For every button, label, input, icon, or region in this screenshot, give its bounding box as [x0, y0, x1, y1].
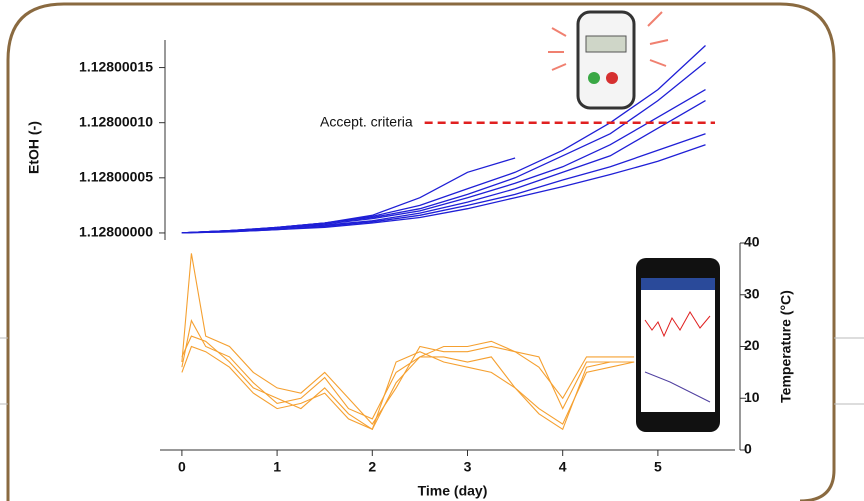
x-tick-label: 1 — [273, 459, 281, 475]
y-tick-label: 1.12800015 — [79, 58, 153, 74]
y-tick-label: 0 — [744, 441, 752, 457]
y-tick-label: 40 — [744, 234, 760, 250]
x-axis-title: Time (day) — [418, 483, 488, 499]
y-tick-label: 10 — [744, 389, 760, 405]
y-tick-label: 1.12800005 — [79, 169, 153, 185]
y-tick-label: 1.12800000 — [79, 224, 153, 240]
phone-icon — [636, 258, 720, 432]
y-tick-label: 20 — [744, 337, 760, 353]
background — [0, 0, 864, 501]
y-axis-title: EtOH (-) — [26, 121, 42, 174]
chart: 1.12800000 1.12800005 1.12800010 1.12800015… — [0, 0, 864, 501]
y-tick-label: 30 — [744, 285, 760, 301]
x-tick-label: 5 — [654, 459, 662, 475]
y-tick-label: 1.12800010 — [79, 113, 153, 129]
x-tick-label: 0 — [178, 459, 186, 475]
x-tick-label: 3 — [464, 459, 472, 475]
x-tick-label: 4 — [559, 459, 567, 475]
x-tick-label: 2 — [368, 459, 376, 475]
threshold-label: Accept. criteria — [320, 113, 413, 129]
y-axis-title: Temperature (°C) — [778, 290, 794, 403]
